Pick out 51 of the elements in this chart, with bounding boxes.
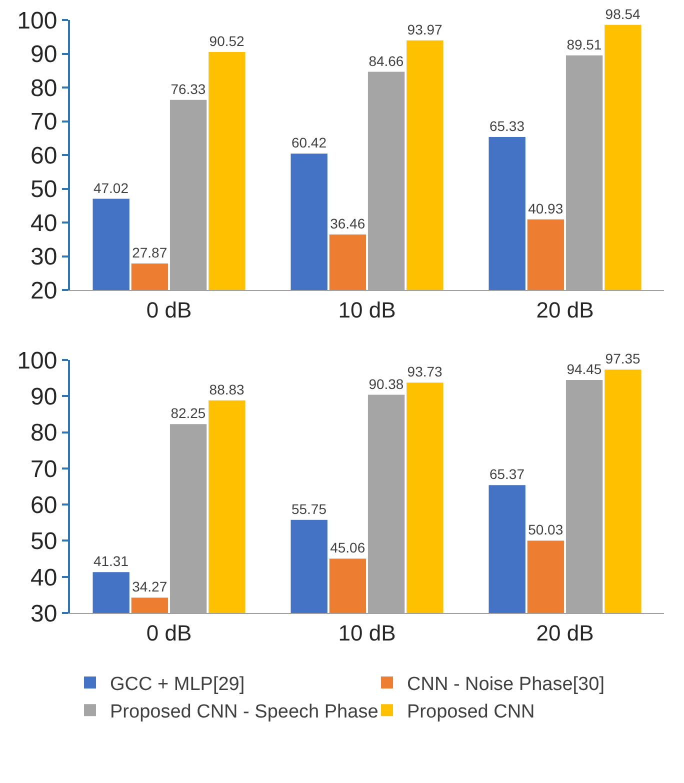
data-label: 65.33 bbox=[489, 118, 525, 134]
y-tick-label: 60 bbox=[30, 142, 58, 170]
y-tick-label: 50 bbox=[30, 176, 58, 204]
y-tick-label: 90 bbox=[30, 384, 58, 411]
x-tick-label: 10 dB bbox=[338, 297, 396, 322]
data-label: 47.02 bbox=[93, 180, 129, 196]
legend-label: GCC + MLP[29] bbox=[110, 674, 245, 695]
y-tick-label: 20 bbox=[30, 277, 58, 304]
data-label: 88.83 bbox=[209, 381, 245, 398]
x-tick-label: 10 dB bbox=[338, 620, 396, 646]
data-label: 98.54 bbox=[605, 6, 641, 22]
y-tick-label: 70 bbox=[30, 108, 58, 136]
x-tick-label: 20 dB bbox=[536, 297, 594, 322]
data-label: 90.52 bbox=[209, 33, 245, 49]
data-label: 84.66 bbox=[368, 52, 404, 69]
y-tick-label: 40 bbox=[30, 564, 58, 592]
data-label: 89.51 bbox=[566, 36, 602, 52]
data-label: 93.73 bbox=[407, 364, 443, 380]
y-tick-label: 50 bbox=[30, 528, 58, 556]
data-label: 65.37 bbox=[489, 466, 525, 482]
data-label: 40.93 bbox=[528, 200, 564, 216]
legend-label: Proposed CNN - Speech Phase bbox=[110, 702, 378, 723]
y-tick-label: 30 bbox=[30, 244, 58, 271]
y-tick-label: 60 bbox=[30, 492, 58, 519]
x-tick-label: 0 dB bbox=[146, 620, 192, 646]
data-label: 41.31 bbox=[93, 553, 129, 570]
data-label: 76.33 bbox=[170, 80, 206, 97]
x-tick-label: 0 dB bbox=[146, 297, 192, 322]
data-label: 55.75 bbox=[291, 500, 327, 517]
y-tick-label: 80 bbox=[30, 420, 58, 447]
y-tick-label: 90 bbox=[30, 41, 58, 68]
y-tick-label: 100 bbox=[17, 347, 58, 374]
data-label: 34.27 bbox=[132, 578, 168, 595]
data-label: 94.45 bbox=[566, 361, 602, 378]
data-label: 90.38 bbox=[368, 376, 404, 392]
legend-label: Proposed CNN bbox=[407, 702, 535, 723]
data-label: 60.42 bbox=[291, 134, 327, 151]
legend-label: CNN - Noise Phase[30] bbox=[407, 674, 604, 695]
data-label: 36.46 bbox=[330, 215, 366, 232]
y-tick-label: 80 bbox=[30, 74, 58, 102]
data-label: 27.87 bbox=[132, 244, 168, 260]
x-tick-label: 20 dB bbox=[536, 620, 594, 646]
data-label: 50.03 bbox=[528, 522, 564, 538]
data-label: 82.25 bbox=[170, 405, 206, 422]
y-tick-label: 40 bbox=[30, 210, 58, 237]
data-label: 93.97 bbox=[407, 21, 443, 38]
y-tick-label: 100 bbox=[17, 7, 58, 34]
data-label: 45.06 bbox=[330, 540, 366, 556]
data-label: 97.35 bbox=[605, 350, 641, 367]
y-tick-label: 70 bbox=[30, 456, 58, 483]
y-tick-label: 30 bbox=[30, 600, 58, 628]
